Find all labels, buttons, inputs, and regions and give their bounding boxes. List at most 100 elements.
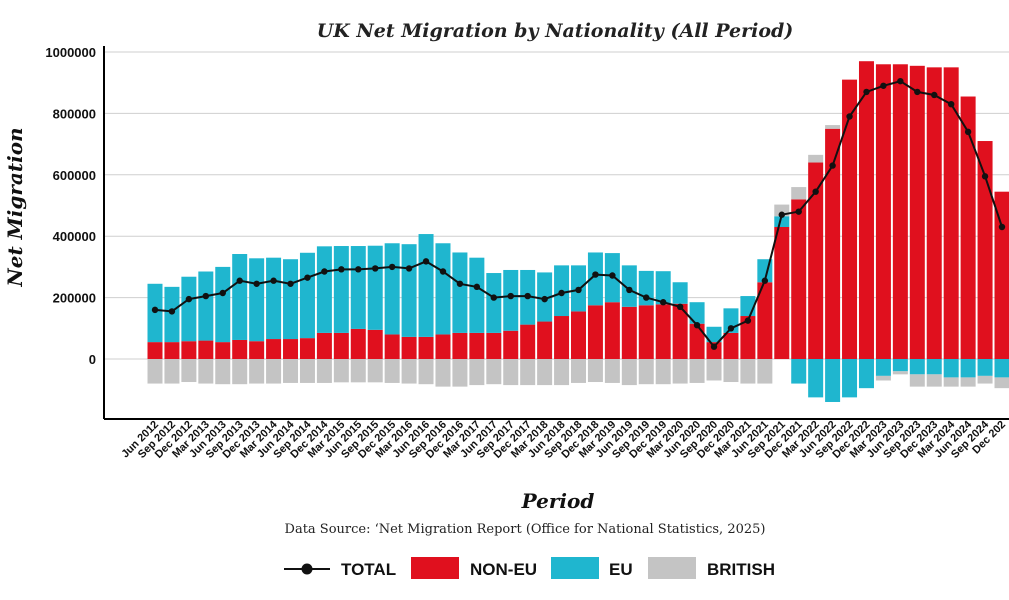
- total-point: [338, 266, 345, 273]
- bar-eu: [503, 269, 519, 331]
- bar-british: [926, 374, 942, 387]
- data-source: Data Source: ‘Net Migration Report (Offi…: [285, 522, 766, 537]
- bar-british: [977, 375, 993, 384]
- bar-non-eu: [266, 339, 282, 359]
- bar-non-eu: [198, 340, 214, 359]
- total-point: [202, 292, 210, 300]
- bar-british: [299, 359, 315, 383]
- bar-eu: [452, 252, 468, 333]
- total-point: [609, 272, 616, 279]
- bar-british: [266, 359, 282, 384]
- bar-non-eu: [655, 304, 671, 359]
- bar-non-eu: [791, 199, 807, 359]
- y-tick-label: 800000: [53, 106, 96, 121]
- bar-eu: [333, 246, 349, 333]
- bar-non-eu: [147, 342, 163, 359]
- total-point: [964, 128, 972, 136]
- bar-non-eu: [283, 339, 299, 359]
- bar-british: [791, 187, 807, 200]
- bar-british: [283, 359, 299, 383]
- bar-british: [333, 359, 349, 383]
- bar-british: [825, 125, 841, 129]
- bar-british: [350, 359, 366, 383]
- total-point: [439, 268, 447, 275]
- bar-british: [147, 359, 163, 384]
- bar-eu: [706, 326, 722, 343]
- total-point: [219, 289, 226, 297]
- bar-non-eu: [621, 306, 637, 359]
- bar-eu: [316, 246, 332, 333]
- legend-non-eu-label: NON-EU: [470, 560, 537, 579]
- bar-eu: [825, 359, 841, 402]
- bar-british: [215, 359, 231, 385]
- bar-british: [469, 359, 485, 386]
- bar-non-eu: [875, 64, 891, 359]
- bar-british: [418, 359, 434, 385]
- bar-british: [943, 377, 959, 387]
- y-axis-label: Net Migration: [3, 127, 27, 287]
- bar-non-eu: [181, 341, 197, 359]
- bar-eu: [181, 276, 197, 342]
- bar-british: [537, 359, 553, 386]
- bar-british: [621, 359, 637, 386]
- bar-eu: [858, 359, 874, 389]
- total-point: [287, 280, 294, 287]
- total-point: [744, 317, 752, 324]
- bar-eu: [469, 257, 485, 333]
- bar-eu: [808, 359, 824, 398]
- total-point: [643, 294, 650, 301]
- bar-non-eu: [638, 305, 654, 359]
- bar-eu: [621, 265, 637, 307]
- bar-non-eu: [554, 316, 570, 359]
- bar-eu: [892, 359, 908, 372]
- bar-british: [587, 359, 603, 383]
- total-point: [931, 91, 938, 99]
- bar-non-eu: [858, 61, 874, 360]
- legend-eu-swatch: [551, 557, 599, 579]
- total-point: [626, 286, 633, 294]
- bar-british: [571, 359, 586, 383]
- total-point: [693, 322, 701, 329]
- bar-british: [994, 377, 1009, 389]
- bar-british: [604, 359, 620, 383]
- bar-eu: [350, 246, 366, 329]
- total-point: [507, 292, 514, 300]
- bar-non-eu: [384, 334, 400, 359]
- bar-non-eu: [418, 336, 434, 359]
- bar-non-eu: [994, 191, 1009, 359]
- bar-eu: [655, 271, 671, 305]
- bar-british: [503, 359, 519, 386]
- bar-british: [198, 359, 214, 384]
- total-point: [304, 274, 311, 281]
- total-point: [947, 100, 955, 108]
- total-point: [372, 265, 379, 272]
- total-point: [812, 188, 819, 195]
- bar-non-eu: [469, 332, 485, 359]
- total-point: [321, 268, 328, 275]
- bar-eu: [299, 252, 315, 339]
- bar-eu: [401, 244, 417, 337]
- bar-eu: [486, 273, 502, 333]
- bar-british: [892, 371, 908, 375]
- legend-british-swatch: [648, 557, 696, 579]
- bar-british: [384, 359, 400, 383]
- bar-british: [232, 359, 248, 385]
- total-point: [422, 258, 430, 265]
- bar-british: [181, 359, 197, 383]
- total-point: [676, 303, 684, 311]
- bar-eu: [418, 234, 434, 337]
- bar-british: [723, 359, 739, 383]
- bar-non-eu: [892, 64, 908, 359]
- bar-eu: [672, 282, 688, 304]
- bar-eu: [689, 302, 705, 324]
- bar-non-eu: [774, 226, 790, 359]
- bar-british: [909, 374, 925, 387]
- total-point: [795, 208, 802, 215]
- bar-british: [554, 359, 570, 386]
- total-point: [355, 266, 362, 273]
- total-point: [981, 173, 989, 180]
- bar-non-eu: [571, 311, 586, 359]
- bar-eu: [943, 359, 959, 378]
- bars: [147, 61, 1009, 402]
- total-point: [727, 325, 735, 332]
